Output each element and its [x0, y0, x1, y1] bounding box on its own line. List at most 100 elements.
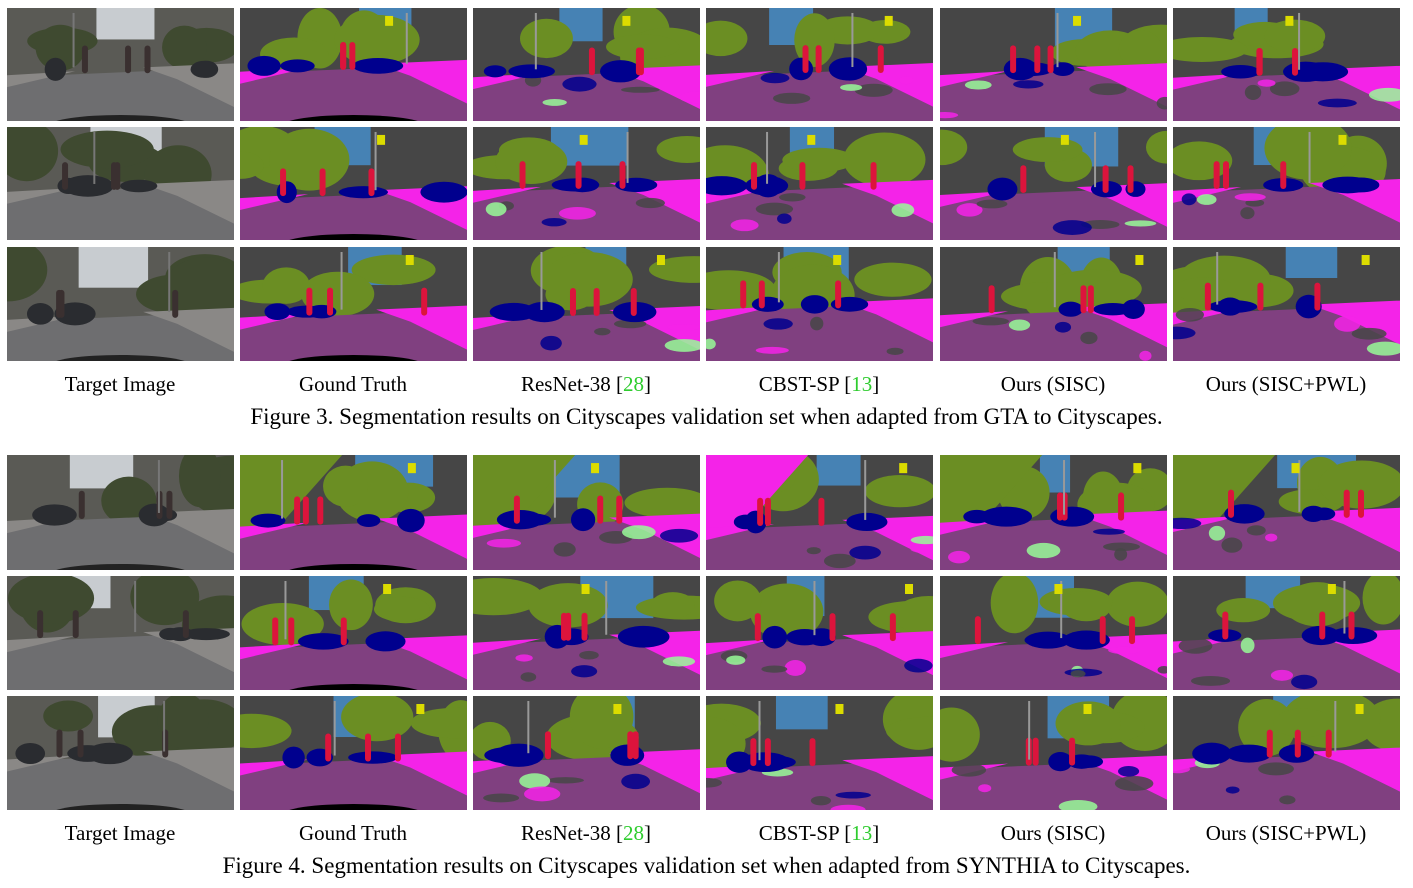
- region: [1256, 47, 1263, 76]
- region: [1173, 511, 1400, 570]
- segmentation-image: [940, 247, 1167, 361]
- region: [627, 731, 634, 760]
- region: [1222, 611, 1229, 640]
- region: [823, 553, 856, 569]
- region: [593, 287, 600, 316]
- region: [980, 506, 1033, 527]
- region: [624, 487, 700, 518]
- region: [1190, 675, 1231, 686]
- region: [1089, 83, 1127, 96]
- region: [93, 131, 96, 184]
- label-text: CBST-SP [: [758, 821, 852, 845]
- region: [1213, 161, 1220, 189]
- image: [1173, 127, 1400, 240]
- segmentation-image: [940, 8, 1167, 121]
- region: [547, 777, 584, 784]
- region: [542, 99, 567, 106]
- region: [302, 496, 309, 525]
- region: [899, 463, 908, 474]
- region: [553, 542, 576, 557]
- region: [818, 497, 825, 526]
- segmentation-image: [240, 247, 467, 361]
- region: [7, 517, 76, 534]
- region: [281, 460, 284, 519]
- image: [1173, 247, 1400, 361]
- region: [1257, 79, 1276, 87]
- segmentation-image: [1173, 127, 1400, 240]
- label-text: Ours (SISC+PWL): [1205, 821, 1367, 845]
- region: [143, 307, 234, 352]
- region: [679, 91, 700, 104]
- region: [956, 203, 983, 217]
- region: [1368, 87, 1400, 102]
- region: [1053, 252, 1056, 308]
- region: [1343, 581, 1346, 634]
- region: [626, 131, 629, 183]
- label-text: ResNet-38 [: [520, 821, 624, 845]
- region: [1269, 81, 1300, 97]
- region: [1317, 98, 1357, 108]
- region: [706, 176, 748, 196]
- region: [1118, 492, 1125, 521]
- region: [581, 584, 590, 594]
- label-text: ]: [644, 372, 652, 396]
- region: [163, 701, 166, 752]
- region: [60, 130, 154, 169]
- region: [534, 12, 537, 70]
- region: [376, 59, 467, 104]
- segmentation-image: [473, 127, 700, 240]
- segmentation-image: [240, 696, 467, 810]
- region: [1056, 492, 1063, 521]
- region: [1060, 581, 1063, 639]
- region: [240, 151, 264, 179]
- region: [370, 633, 405, 650]
- region: [1062, 630, 1110, 650]
- region: [269, 128, 350, 191]
- target-image: [7, 455, 234, 570]
- column-label: Ours (SISC): [933, 821, 1173, 846]
- target-image: [7, 8, 234, 121]
- region: [319, 168, 326, 197]
- region: [325, 733, 332, 762]
- region: [289, 684, 418, 690]
- region: [240, 643, 309, 660]
- region: [830, 804, 866, 810]
- region: [37, 610, 44, 639]
- region: [473, 521, 542, 538]
- region: [383, 584, 392, 594]
- region: [940, 129, 968, 166]
- region: [1118, 765, 1140, 777]
- region: [1173, 751, 1400, 810]
- region: [544, 252, 633, 307]
- region: [1226, 744, 1272, 763]
- region: [1173, 765, 1191, 774]
- region: [1338, 134, 1347, 145]
- region: [172, 289, 179, 318]
- region: [1173, 517, 1202, 529]
- segmentation-image: [706, 455, 933, 570]
- region: [1312, 507, 1336, 521]
- region: [964, 80, 992, 90]
- region: [889, 613, 896, 642]
- region: [656, 255, 665, 265]
- region: [775, 696, 828, 730]
- segmentation-image: [240, 8, 467, 121]
- region: [1208, 525, 1226, 541]
- region: [810, 316, 824, 331]
- region: [284, 581, 287, 640]
- region: [605, 581, 608, 635]
- column-label: ResNet-38 [28]: [466, 821, 706, 846]
- region: [159, 627, 182, 641]
- region: [990, 576, 1039, 634]
- region: [569, 287, 576, 316]
- region: [368, 168, 375, 197]
- region: [789, 57, 814, 81]
- region: [240, 639, 467, 690]
- region: [706, 338, 716, 350]
- region: [894, 595, 933, 635]
- region: [114, 162, 121, 190]
- region: [1298, 12, 1301, 70]
- region: [72, 12, 75, 68]
- region: [910, 535, 933, 545]
- region: [1050, 506, 1095, 527]
